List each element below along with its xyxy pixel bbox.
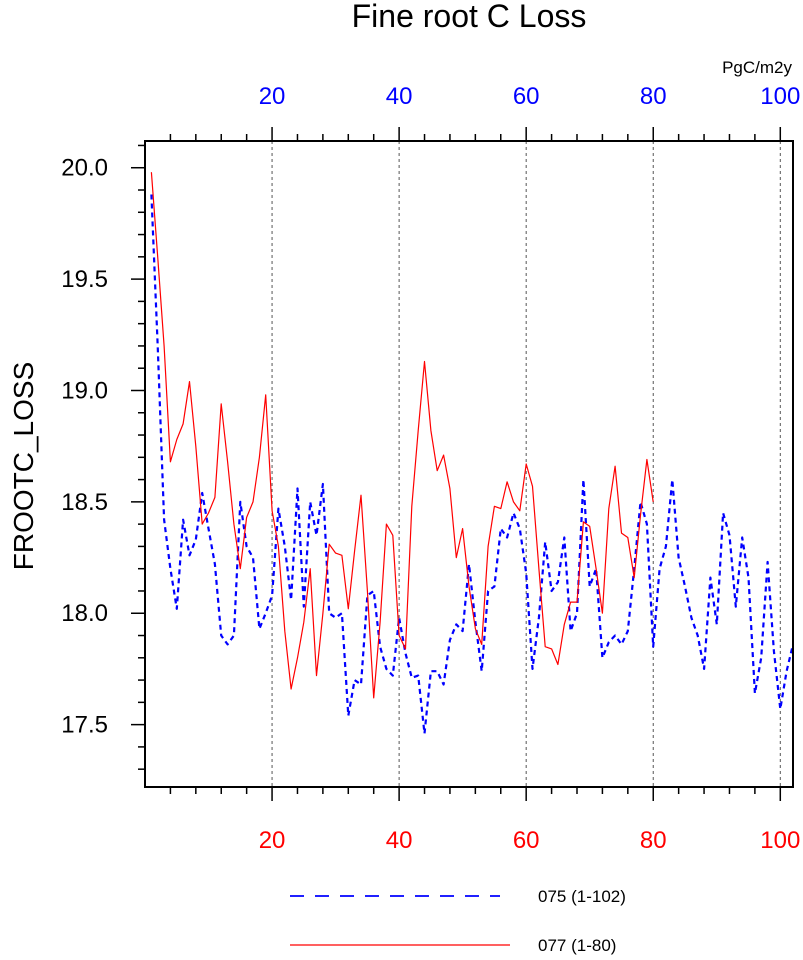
series-line-077 (150, 172, 654, 699)
units-label: PgC/m2y (722, 58, 792, 77)
chart-title: Fine root C Loss (352, 0, 587, 34)
x-top-tick-label: 80 (640, 83, 667, 110)
y-tick-label: 18.5 (61, 489, 108, 516)
plot-frame (144, 140, 794, 788)
tick-labels: 17.5 18.0 18.5 19.0 19.5 20.0 20 40 60 80 100 20 40 6… (61, 83, 800, 854)
y-tick-label: 18.0 (61, 600, 108, 627)
x-top-tick-label: 40 (386, 83, 413, 110)
series-line-075 (150, 194, 795, 735)
x-top-tick-label: 20 (259, 83, 286, 110)
x-bottom-tick-label: 80 (640, 827, 667, 854)
legend-label-077: 077 (1-80) (538, 936, 616, 955)
y-tick-label: 19.5 (61, 266, 108, 293)
x-bottom-tick-label: 60 (513, 827, 540, 854)
y-axis-label: FROOTC_LOSS (8, 362, 39, 570)
x-bottom-tick-label: 100 (760, 827, 800, 854)
x-top-tick-label: 100 (760, 83, 800, 110)
legend: 075 (1-102) 077 (1-80) (290, 887, 626, 955)
x-bottom-tick-label: 40 (386, 827, 413, 854)
series-lines (150, 172, 795, 735)
y-tick-label: 19.0 (61, 377, 108, 404)
y-tick-label: 20.0 (61, 155, 108, 182)
legend-label-075: 075 (1-102) (538, 887, 626, 906)
y-tick-label: 17.5 (61, 712, 108, 739)
x-bottom-tick-label: 20 (259, 827, 286, 854)
x-top-tick-label: 60 (513, 83, 540, 110)
axis-ticks (131, 127, 782, 801)
